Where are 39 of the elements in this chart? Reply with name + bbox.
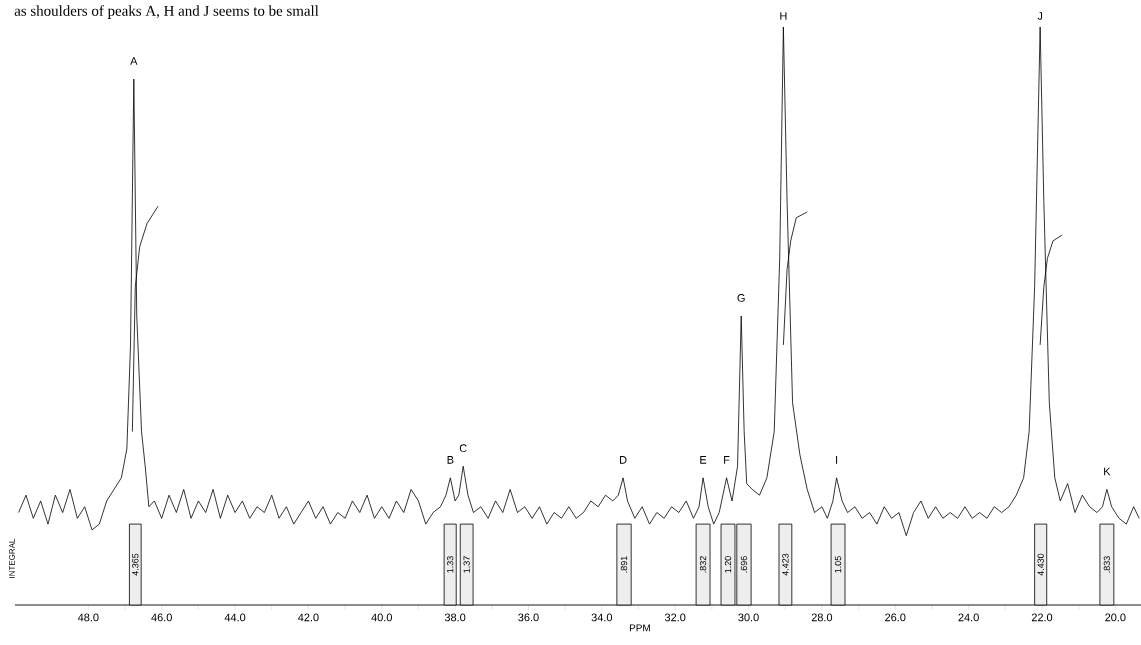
x-tick-label: 32.0: [664, 613, 686, 622]
band-label: .891: [620, 556, 628, 573]
annotation: J: [1037, 12, 1043, 20]
band-label: 1.37: [463, 556, 470, 573]
x-tick-label: 42.0: [297, 613, 319, 622]
annotation: C: [459, 444, 467, 453]
chart-title: as shoulders of peaks A, H and J seems to be small: [14, 5, 319, 19]
band-label: 1.33: [446, 556, 454, 573]
x-tick-label: 28.0: [811, 613, 833, 622]
x-tick-label: 48.0: [77, 613, 99, 622]
band-label: 1.20: [724, 556, 732, 573]
x-tick-label: 40.0: [371, 613, 392, 622]
band-label: .832: [699, 556, 707, 573]
band-label: 4.365: [132, 553, 139, 576]
band-label: 4.423: [782, 553, 789, 576]
annotation: D: [620, 456, 627, 464]
x-tick-label: 36.0: [518, 613, 539, 622]
x-tick-label: 38.0: [444, 613, 466, 622]
x-axis-title: PPM: [629, 624, 650, 632]
x-tick-label: 26.0: [885, 613, 906, 622]
band-label: 4.430: [1037, 553, 1044, 576]
annotation: A: [130, 57, 138, 65]
annotation: K: [1104, 467, 1111, 476]
annotation: G: [737, 294, 745, 302]
band-label: .696: [740, 556, 748, 573]
x-tick-label: 30.0: [738, 613, 759, 622]
annotation: E: [700, 456, 707, 464]
band-label: .833: [1103, 556, 1111, 573]
x-tick-label: 20.0: [1105, 613, 1126, 622]
x-tick-label: 22.0: [1031, 613, 1053, 622]
annotation: I: [836, 456, 838, 464]
annotation: H: [780, 12, 787, 20]
x-tick-label: 34.0: [591, 613, 613, 622]
x-tick-label: 46.0: [151, 613, 172, 622]
annotation: B: [447, 456, 454, 464]
x-tick-label: 24.0: [958, 613, 979, 622]
x-tick-label: 44.0: [224, 613, 246, 622]
band-label: 1.05: [834, 556, 842, 573]
annotation: F: [724, 456, 730, 464]
